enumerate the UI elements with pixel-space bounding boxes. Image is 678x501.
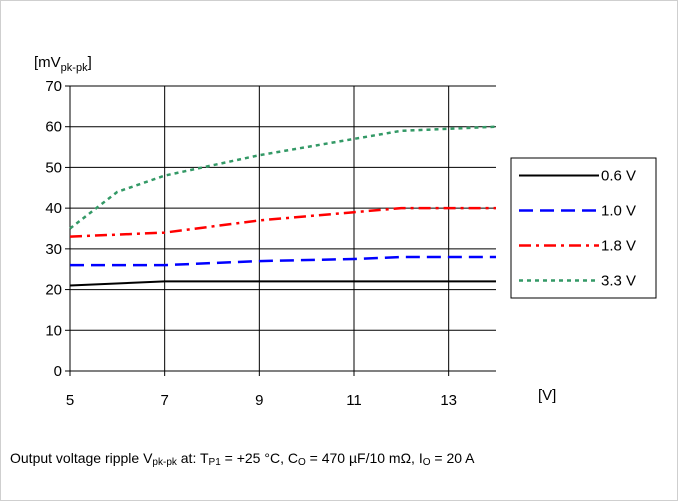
x-axis-unit-label: [V] xyxy=(538,387,556,404)
grid xyxy=(69,85,496,372)
y-tick-label: 0 xyxy=(54,363,62,380)
series-line-2 xyxy=(70,255,496,267)
legend-label-2: 1.0 V xyxy=(601,203,636,220)
plot-area xyxy=(65,85,496,376)
tick-labels: 0 10 20 30 40 50 60 70 5 7 9 11 13 xyxy=(45,78,457,409)
figure-caption: Output voltage ripple Vpk-pk at: TP1 = +… xyxy=(10,450,475,468)
x-tick-label: 5 xyxy=(66,392,74,409)
line-chart: [mVpk-pk] [V] 0 10 20 30 40 50 60 70 5 7 9 11 13 0.6… xyxy=(34,54,657,409)
series-group xyxy=(69,125,497,287)
y-tick-label: 10 xyxy=(45,322,62,339)
legend-label-1: 0.6 V xyxy=(601,168,636,185)
series-line-3 xyxy=(69,206,496,238)
x-tick-label: 11 xyxy=(346,392,362,409)
x-tick-label: 13 xyxy=(440,392,457,409)
x-tick-label: 9 xyxy=(255,392,263,409)
legend-label-4: 3.3 V xyxy=(601,273,636,290)
y-tick-label: 20 xyxy=(45,282,62,299)
y-tick-label: 70 xyxy=(45,78,62,95)
legend-box xyxy=(510,157,657,299)
y-tick-label: 60 xyxy=(45,119,62,136)
y-tick-label: 40 xyxy=(45,200,62,217)
legend: 0.6 V 1.0 V 1.8 V 3.3 V xyxy=(510,157,657,299)
y-tick-label: 50 xyxy=(45,159,62,176)
y-axis-unit-label: [mVpk-pk] xyxy=(34,54,92,74)
x-tick-label: 7 xyxy=(160,392,168,409)
series-line-4 xyxy=(69,125,497,230)
legend-label-3: 1.8 V xyxy=(601,238,636,255)
y-tick-label: 30 xyxy=(45,241,62,258)
series-line-1 xyxy=(69,280,496,287)
